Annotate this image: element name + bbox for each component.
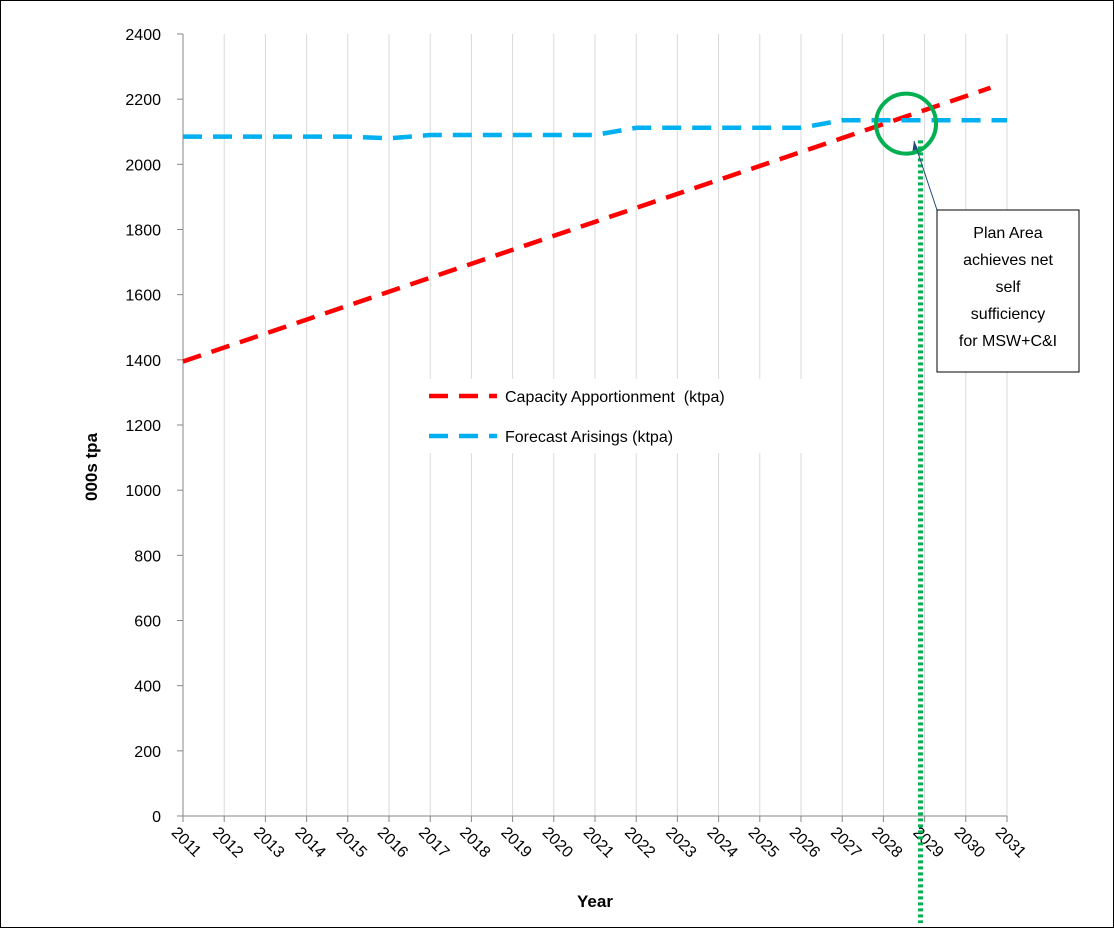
x-tick-label-2018: 2018 <box>456 824 493 861</box>
callout-line-2: achieves net <box>963 252 1053 269</box>
x-tick-label-2023: 2023 <box>662 824 699 861</box>
y-tick-label-800: 800 <box>134 548 161 565</box>
y-tick-label-200: 200 <box>134 744 161 761</box>
y-tick-label-1000: 1000 <box>125 483 161 500</box>
y-tick-label-2000: 2000 <box>125 157 161 174</box>
x-tick-label-2030: 2030 <box>951 824 988 861</box>
callout-arrowhead <box>912 141 918 151</box>
x-tick-label-2024: 2024 <box>703 824 740 861</box>
y-tick-label-1200: 1200 <box>125 418 161 435</box>
annotations <box>874 91 939 923</box>
x-tick-label-2019: 2019 <box>497 824 534 861</box>
x-tick-label-2025: 2025 <box>745 824 782 861</box>
y-tick-label-400: 400 <box>134 679 161 696</box>
x-tick-label-2012: 2012 <box>209 824 246 861</box>
y-tick-label-2200: 2200 <box>125 92 161 109</box>
x-tick-label-2028: 2028 <box>868 824 905 861</box>
x-tick-label-2020: 2020 <box>539 824 576 861</box>
y-axis-title: 000s tpa <box>82 432 101 501</box>
x-tick-label-2013: 2013 <box>250 824 287 861</box>
x-tick-label-2031: 2031 <box>992 824 1029 861</box>
legend-label-forecast: Forecast Arisings (ktpa) <box>505 429 673 446</box>
x-tick-label-2021: 2021 <box>580 824 617 861</box>
callout-line-1: Plan Area <box>973 225 1042 242</box>
callout-line-5: for MSW+C&I <box>959 333 1057 350</box>
x-tick-label-2011: 2011 <box>168 824 204 860</box>
highlight-circle <box>874 91 939 156</box>
y-tick-label-1600: 1600 <box>125 288 161 305</box>
x-tick-label-2029: 2029 <box>909 824 946 861</box>
callout-line-3: self <box>996 279 1021 296</box>
y-tick-label-0: 0 <box>152 809 161 826</box>
x-tick-label-2026: 2026 <box>786 824 823 861</box>
legend-box <box>419 379 831 453</box>
x-tick-label-2016: 2016 <box>374 824 411 861</box>
x-tick-label-2027: 2027 <box>827 824 864 861</box>
x-tick-label-2015: 2015 <box>333 824 370 861</box>
x-tick-label-2022: 2022 <box>621 824 658 861</box>
callout-box <box>936 209 1080 373</box>
series-line-1 <box>183 118 1007 141</box>
y-tick-label-1400: 1400 <box>125 353 161 370</box>
series-lines <box>182 85 1007 364</box>
legend: Capacity Apportionment (ktpa) Forecast A… <box>419 379 831 453</box>
x-tick-label-2017: 2017 <box>415 824 452 861</box>
y-tick-label-1800: 1800 <box>125 223 161 240</box>
x-tick-label-2014: 2014 <box>291 824 328 861</box>
callout-line-4: sufficiency <box>971 306 1045 323</box>
x-axis-title: Year <box>577 892 613 911</box>
callout: Plan Area achieves net self sufficiency … <box>912 140 1080 373</box>
y-tick-label-600: 600 <box>134 614 161 631</box>
callout-leader-line <box>913 140 938 211</box>
series-line-0 <box>182 85 992 364</box>
legend-label-capacity: Capacity Apportionment (ktpa) <box>505 389 725 406</box>
y-tick-label-2400: 2400 <box>125 27 161 44</box>
